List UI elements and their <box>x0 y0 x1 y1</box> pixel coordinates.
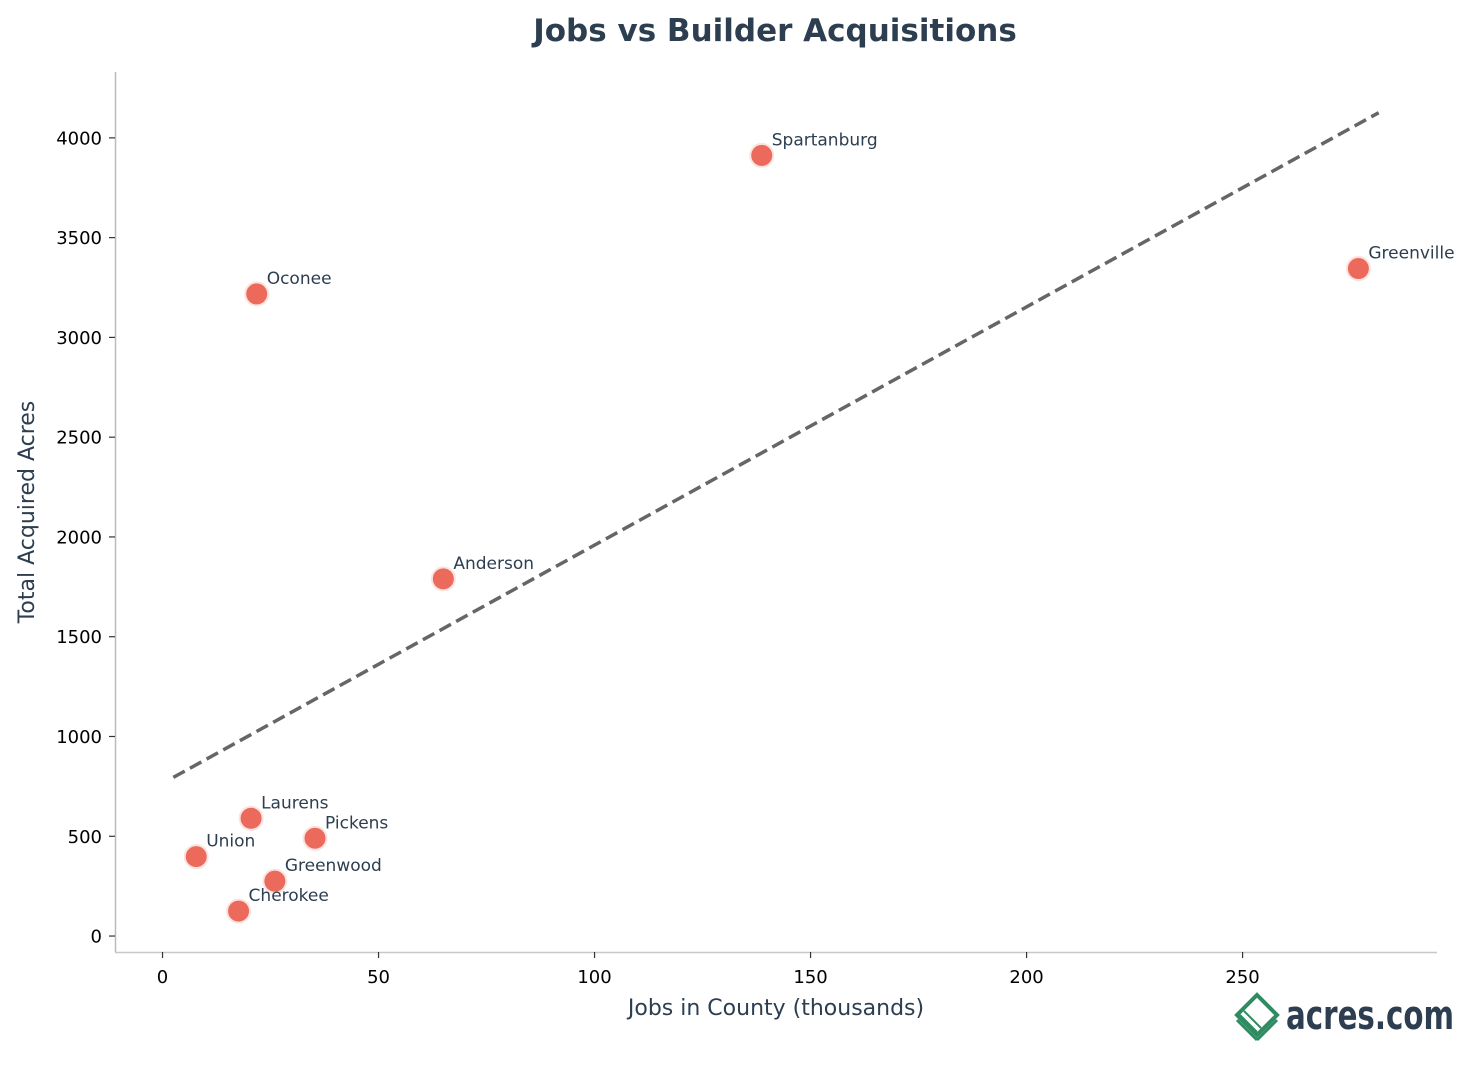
point-label-anderson: Anderson <box>453 554 534 574</box>
y-tick-label: 500 <box>68 827 102 848</box>
data-point-cherokee <box>226 898 252 924</box>
y-tick-label: 4000 <box>56 128 102 149</box>
y-axis-label: Total Acquired Acres <box>15 401 40 625</box>
data-point-greenville <box>1345 256 1371 282</box>
point-label-spartanburg: Spartanburg <box>772 130 878 150</box>
points-layer <box>183 142 1371 924</box>
y-tick-label: 2000 <box>56 527 102 548</box>
x-tick-label: 100 <box>577 967 611 988</box>
acres-logo: acres.com <box>1234 992 1454 1042</box>
data-point-laurens <box>238 805 264 831</box>
point-label-greenwood: Greenwood <box>285 856 382 876</box>
x-tick-label: 0 <box>157 967 168 988</box>
data-point-anderson <box>430 566 456 592</box>
y-tick-label: 3000 <box>56 328 102 349</box>
point-labels-layer: Spartanburg Greenville Oconee Anderson Laure… <box>206 130 1454 906</box>
x-tick-label: 150 <box>793 967 827 988</box>
point-label-greenville: Greenville <box>1368 244 1454 264</box>
data-point-spartanburg <box>749 142 775 168</box>
y-tick-label: 0 <box>91 927 102 948</box>
acres-logo-text: acres.com <box>1286 993 1454 1039</box>
x-axis-ticks: 0 50 100 150 200 250 <box>157 952 1260 988</box>
x-tick-label: 200 <box>1009 967 1043 988</box>
chart-title: Jobs vs Builder Acquisitions <box>531 13 1017 49</box>
y-tick-label: 3500 <box>56 228 102 249</box>
y-tick-label: 1000 <box>56 727 102 748</box>
x-tick-label: 250 <box>1225 967 1259 988</box>
y-axis-ticks: 0 500 1000 1500 2000 2500 3000 3500 4000 <box>56 128 115 948</box>
y-tick-label: 1500 <box>56 627 102 648</box>
x-axis-label: Jobs in County (thousands) <box>626 996 924 1021</box>
point-label-cherokee: Cherokee <box>249 886 329 906</box>
data-point-greenwood <box>262 868 288 894</box>
point-label-oconee: Oconee <box>267 269 332 289</box>
y-tick-label: 2500 <box>56 428 102 449</box>
data-point-union <box>183 844 209 870</box>
point-label-laurens: Laurens <box>261 793 329 813</box>
point-label-pickens: Pickens <box>325 813 388 833</box>
trendline-layer <box>172 111 1380 779</box>
acres-logo-icon <box>1234 992 1280 1042</box>
point-label-union: Union <box>206 832 255 852</box>
x-tick-label: 50 <box>367 967 390 988</box>
data-point-pickens <box>302 825 328 851</box>
data-point-oconee <box>244 281 270 307</box>
trendline <box>172 111 1380 779</box>
